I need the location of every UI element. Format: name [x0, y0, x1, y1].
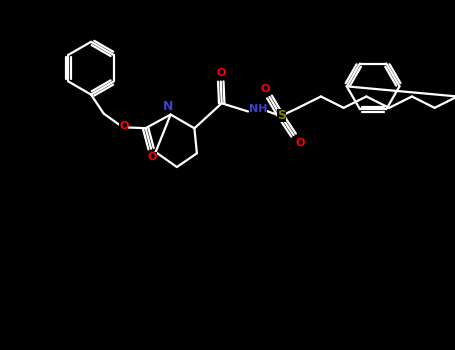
Text: N: N	[163, 100, 173, 113]
Text: O: O	[260, 84, 270, 94]
Text: S: S	[277, 108, 286, 121]
Text: O: O	[147, 152, 157, 162]
Text: O: O	[119, 121, 128, 131]
Text: NH: NH	[249, 104, 268, 114]
Text: O: O	[216, 68, 226, 78]
Text: O: O	[296, 138, 305, 148]
